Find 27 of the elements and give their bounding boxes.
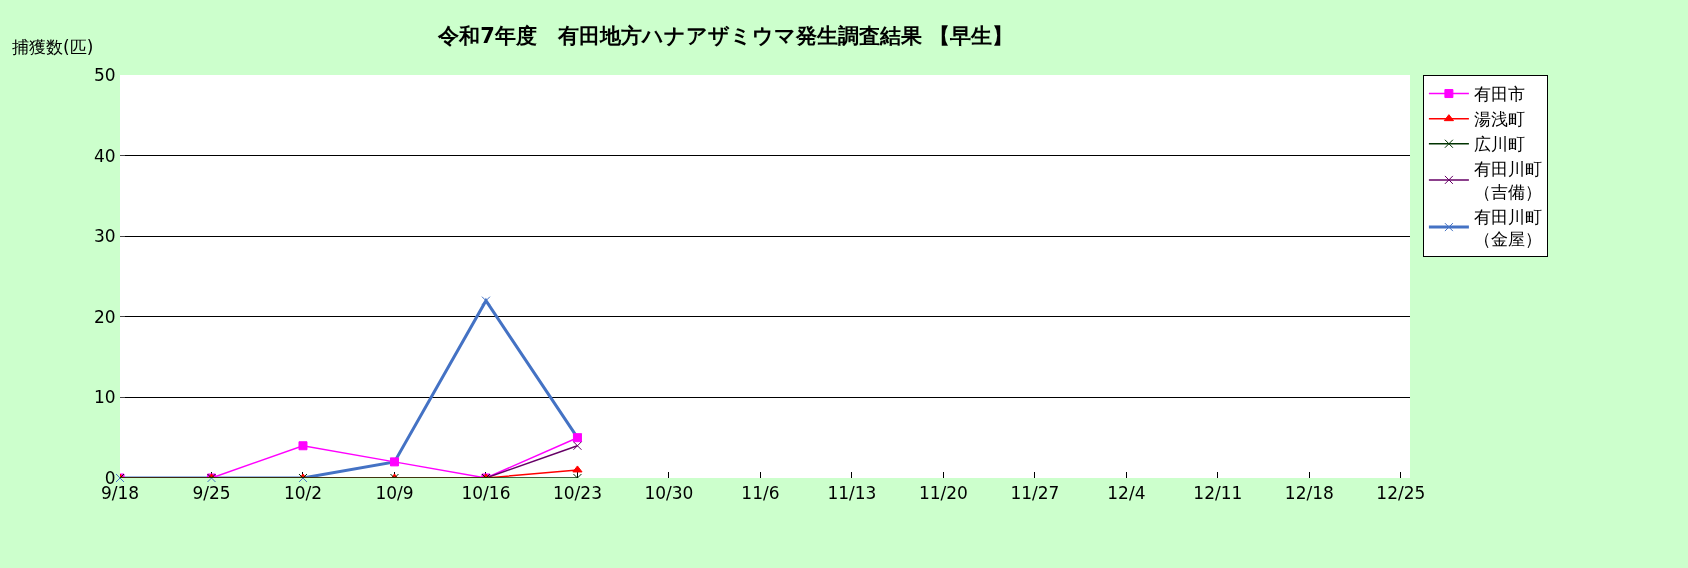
legend-label: 広川町: [1473, 134, 1525, 155]
x-tick-label: 11/27: [1010, 483, 1060, 504]
x-tick-label: 9/25: [192, 483, 231, 504]
legend-label: 湯浅町: [1473, 109, 1525, 130]
x-tick-label: 10/30: [644, 483, 694, 504]
x-tick-label: 10/16: [461, 483, 511, 504]
legend-label: 有田川町（吉備）: [1473, 159, 1542, 202]
y-tick-label: 10: [93, 387, 116, 408]
x-tick-label: 9/18: [100, 483, 140, 504]
legend-label: 有田市: [1473, 84, 1525, 105]
x-tick-label: 10/2: [283, 483, 323, 504]
x-tick-label: 10/23: [552, 483, 602, 504]
x-tick-label: 11/20: [918, 483, 968, 504]
legend-label: 有田川町（金屋）: [1473, 206, 1542, 249]
y-tick-label: 30: [93, 226, 116, 247]
y-axis-title: 捕獲数(匹): [12, 37, 94, 57]
y-tick-label: 40: [93, 145, 116, 166]
x-tick-label: 12/18: [1284, 483, 1334, 504]
x-tick-label: 12/4: [1107, 483, 1146, 504]
x-tick-label: 12/25: [1376, 483, 1426, 504]
y-tick-label: 20: [93, 306, 116, 327]
x-tick-label: 10/9: [375, 483, 414, 504]
chart-title: 令和7年度 有田地方ハナアザミウマ発生調査結果 【早生】: [437, 24, 1014, 49]
x-tick-label: 11/6: [741, 483, 780, 504]
x-tick-label: 12/11: [1193, 483, 1243, 504]
y-tick-label: 50: [93, 64, 116, 85]
x-tick-label: 11/13: [827, 483, 877, 504]
